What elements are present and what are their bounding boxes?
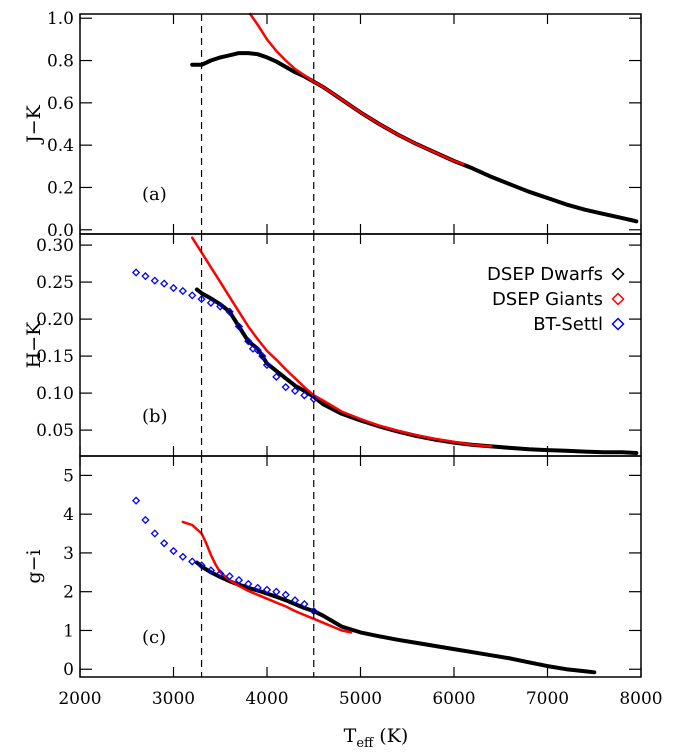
panel-a-ytick-label: 1.0 <box>47 9 74 29</box>
x-axis: Teff (K) 2000 3000 4000 5000 6000 7000 8000 <box>58 689 662 751</box>
panel-c-ylabel: g−i <box>23 549 45 583</box>
legend-label: DSEP Giants <box>492 289 603 310</box>
panel-b-bt-settl-point-8 <box>206 298 216 307</box>
panel-c-bt-settl-point-18 <box>300 599 309 609</box>
panel-c-bt-settl-point-16 <box>281 590 290 599</box>
panel-c-bt-settl-point-5 <box>178 552 187 561</box>
panel-c-bt-settl-point-15 <box>272 587 281 596</box>
panel-c-ytick-label: 3 <box>63 544 74 564</box>
panel-b-ylabel: H−K <box>23 321 45 368</box>
panel-c-bt-settl-point-10 <box>225 572 234 581</box>
panel-b-bt-settl-point-17 <box>272 372 281 381</box>
panel-c-ytick-label: 1 <box>63 621 74 641</box>
panel-b-bt-settl-point-0 <box>131 268 141 277</box>
panel-b-ytick-label: 0.15 <box>36 347 74 367</box>
panel-a-ytick-label: 0.2 <box>47 178 74 198</box>
legend-marker <box>611 292 625 306</box>
panel-b-bt-settl-point-11 <box>234 322 244 331</box>
panel-b-bt-settl-point-15 <box>258 351 267 361</box>
panel-b-bt-settl-point-6 <box>188 291 197 300</box>
panel-c-ytick-label: 4 <box>63 505 74 525</box>
panel-c-bt-settl-point-12 <box>244 579 253 589</box>
panel-b-bt-settl-point-18 <box>281 383 290 392</box>
x-axis-label-unit: (K) <box>379 725 408 747</box>
panel-c-bt-settl-point-17 <box>290 596 300 605</box>
panel-a-series-dsep-dwarfs <box>190 51 639 224</box>
panel-b-tag: (b) <box>142 406 168 427</box>
legend-label: DSEP Dwarfs <box>487 264 603 285</box>
x-tick-label: 6000 <box>432 689 475 709</box>
panel-b-ytick-label: 0.05 <box>36 421 74 441</box>
panel-c: 0 1 2 3 4 5 g−i (c) <box>23 455 642 680</box>
panel-b-bt-settl-point-10 <box>225 307 234 316</box>
panel-c-bt-settl-point-2 <box>150 529 159 538</box>
panel-b-series-bt-settl <box>131 268 318 404</box>
panel-a-ytick-label: 0.4 <box>47 136 74 156</box>
panel-b-bt-settl-point-16 <box>262 360 272 370</box>
panel-c-dsep-giants-line <box>181 520 353 634</box>
panel-b-bt-settl-point-5 <box>178 286 187 296</box>
panel-c-bt-settl-point-6 <box>188 557 197 566</box>
x-tick-label: 4000 <box>245 689 288 709</box>
legend: DSEP Dwarfs DSEP Giants BT-Settl <box>487 264 625 335</box>
panel-a-ytick-label: 0.6 <box>47 94 74 114</box>
x-axis-label-main: T <box>344 725 357 747</box>
panel-b-bt-settl-point-3 <box>160 279 169 288</box>
panel-a-ytick-label: 0.8 <box>47 52 74 72</box>
x-tick-label: 8000 <box>619 689 662 709</box>
panel-a-tag: (a) <box>142 184 167 205</box>
panel-b-bt-settl-point-2 <box>150 276 159 285</box>
panel-c-bt-settl-point-14 <box>262 585 272 594</box>
panel-b-bt-settl-point-13 <box>248 344 258 353</box>
panel-b-bt-settl-point-20 <box>300 391 309 400</box>
x-axis-label-sub: eff <box>356 736 375 751</box>
panel-b-ytick-label: 0.20 <box>36 310 74 330</box>
panel-b-ytick-label: 0.10 <box>36 384 74 404</box>
panel-c-bt-settl-point-0 <box>131 496 141 505</box>
panel-c-bt-settl-point-13 <box>253 583 262 592</box>
panel-b-bt-settl-point-9 <box>216 302 225 311</box>
panel-b-bt-settl-point-19 <box>290 386 300 395</box>
panel-a-dsep-giants-line <box>248 12 465 166</box>
panel-c-ytick-label: 0 <box>63 660 74 680</box>
x-axis-label: Teff (K) <box>344 725 409 751</box>
panel-c-series-dsep-dwarfs <box>194 560 597 675</box>
panel-b-ytick-label: 0.25 <box>36 273 74 293</box>
panel-c-series-dsep-giants <box>181 520 353 634</box>
panel-c-bt-settl-point-9 <box>216 569 225 578</box>
panel-b-ytick-label: 0.30 <box>36 236 74 256</box>
x-tick-label: 5000 <box>339 689 382 709</box>
panel-b-bt-settl-point-4 <box>169 283 178 293</box>
legend-label: BT-Settl <box>533 314 603 335</box>
panel-b-bt-settl-point-1 <box>141 272 150 281</box>
x-tick-label: 3000 <box>152 689 195 709</box>
panel-a-series-dsep-giants <box>248 12 465 166</box>
panel-a-ylabel: J−K <box>23 104 45 145</box>
panel-c-dsep-dwarfs-line <box>194 560 597 675</box>
x-tick-label: 2000 <box>58 689 101 709</box>
panel-c-ytick-label: 2 <box>63 583 74 603</box>
panel-a-ytick-label: 0.0 <box>47 221 74 241</box>
panel-b-bt-settl-point-14 <box>253 346 262 355</box>
panel-c-bt-settl-point-4 <box>169 546 178 556</box>
panel-c-bt-settl-point-1 <box>141 515 150 525</box>
panel-c-bt-settl-point-3 <box>160 539 169 548</box>
panel-b-bt-settl-point-12 <box>244 337 253 346</box>
panel-b: 0.05 0.10 0.15 0.20 0.25 0.30 H−K (b) <box>23 233 642 457</box>
panel-b-bt-settl-point-7 <box>197 295 206 304</box>
panel-c-ytick-label: 5 <box>63 466 74 486</box>
panel-b-series-dsep-giants <box>190 236 493 448</box>
panel-c-series-bt-settl <box>131 496 318 616</box>
panel-b-dsep-giants-line <box>190 236 493 448</box>
legend-marker <box>611 317 625 331</box>
legend-marker <box>611 267 625 281</box>
panel-c-bt-settl-point-11 <box>234 575 244 585</box>
panel-c-tag: (c) <box>142 627 166 648</box>
x-tick-label: 7000 <box>526 689 569 709</box>
panel-a: 0.0 0.2 0.4 0.6 0.8 1.0 J−K (a) <box>23 9 642 241</box>
panel-a-dsep-dwarfs-line <box>190 51 639 224</box>
panel-c-bt-settl-point-8 <box>206 566 216 575</box>
